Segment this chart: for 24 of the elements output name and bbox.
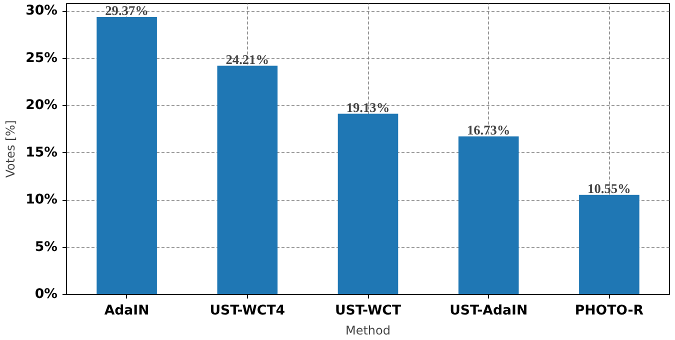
x-tick-label: UST-AdaIN [450,304,528,318]
bar [217,66,278,294]
data-label: 29.37% [105,3,148,18]
data-label: 19.13% [346,100,390,115]
y-tick-label: 5% [34,240,58,255]
x-tick-label: UST-WCT [334,304,402,318]
data-label: 24.21% [226,52,270,67]
y-axis-title: Votes [%] [4,120,18,178]
x-tick-label: AdaIN [104,304,150,318]
y-tick-label: 15% [26,145,58,160]
bar [458,136,519,294]
bar [96,17,157,294]
x-tick-label: PHOTO-R [574,304,644,318]
bar [338,114,398,294]
data-label: 16.73% [466,122,510,138]
y-tick-label: 10% [26,192,58,208]
y-tick-label: 20% [26,98,58,114]
y-tick-label: 25% [26,50,58,66]
x-axis-title: Method [345,324,391,338]
y-tick-label: 30% [26,4,58,19]
data-label: 10.55% [588,180,631,196]
y-tick-label: 0% [34,287,58,302]
bar [579,194,640,294]
x-tick-label: UST-WCT4 [210,304,286,318]
